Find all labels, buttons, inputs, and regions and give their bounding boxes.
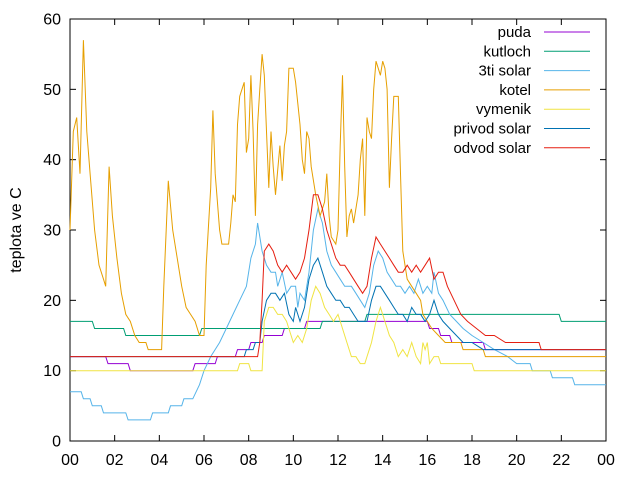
y-tick-label: 30: [43, 223, 61, 240]
x-tick-label: 08: [240, 452, 258, 469]
y-tick-label: 60: [43, 12, 61, 29]
x-tick-label: 20: [508, 452, 526, 469]
x-tick-label: 04: [150, 452, 168, 469]
x-tick-label: 12: [329, 452, 347, 469]
series-line-kotel: [69, 40, 606, 358]
x-tick-label: 14: [374, 452, 392, 469]
x-tick-label: 00: [597, 452, 615, 469]
legend: puda kutloch 3ti solar kotel vymenik privod s…: [453, 24, 590, 157]
y-tick-label: 20: [43, 293, 61, 310]
series-line-odvod-solar: [70, 194, 606, 358]
x-tick-label: 18: [463, 452, 481, 469]
x-tick-label: 00: [61, 452, 79, 469]
y-tick-label: 10: [43, 363, 61, 380]
x-tick-label: 16: [418, 452, 436, 469]
series-line-vymenik: [70, 285, 606, 372]
legend-label: vymenik: [476, 101, 532, 118]
series-line-privod-solar: [70, 256, 606, 358]
x-axis: 00 02 04 06 08 10 12 14 16 18 20 22 00: [61, 19, 615, 469]
y-axis: 0 10 20 30 40 50 60: [43, 12, 606, 451]
y-tick-label: 40: [43, 152, 61, 169]
y-tick-label: 50: [43, 82, 61, 99]
legend-label: kotel: [499, 82, 531, 99]
legend-label: puda: [498, 24, 532, 41]
x-tick-label: 22: [552, 452, 570, 469]
x-tick-label: 02: [106, 452, 124, 469]
legend-label: odvod solar: [453, 140, 531, 157]
series-line-3ti-solar: [70, 206, 606, 421]
legend-label: kutloch: [483, 43, 531, 60]
series-line-kutloch: [70, 313, 606, 336]
legend-label: privod solar: [453, 121, 531, 138]
legend-label: 3ti solar: [478, 63, 531, 80]
x-tick-label: 10: [284, 452, 302, 469]
x-tick-label: 06: [195, 452, 213, 469]
series-layer: [69, 40, 606, 421]
y-tick-label: 0: [52, 434, 61, 451]
y-axis-label: teplota ve C: [8, 187, 25, 272]
